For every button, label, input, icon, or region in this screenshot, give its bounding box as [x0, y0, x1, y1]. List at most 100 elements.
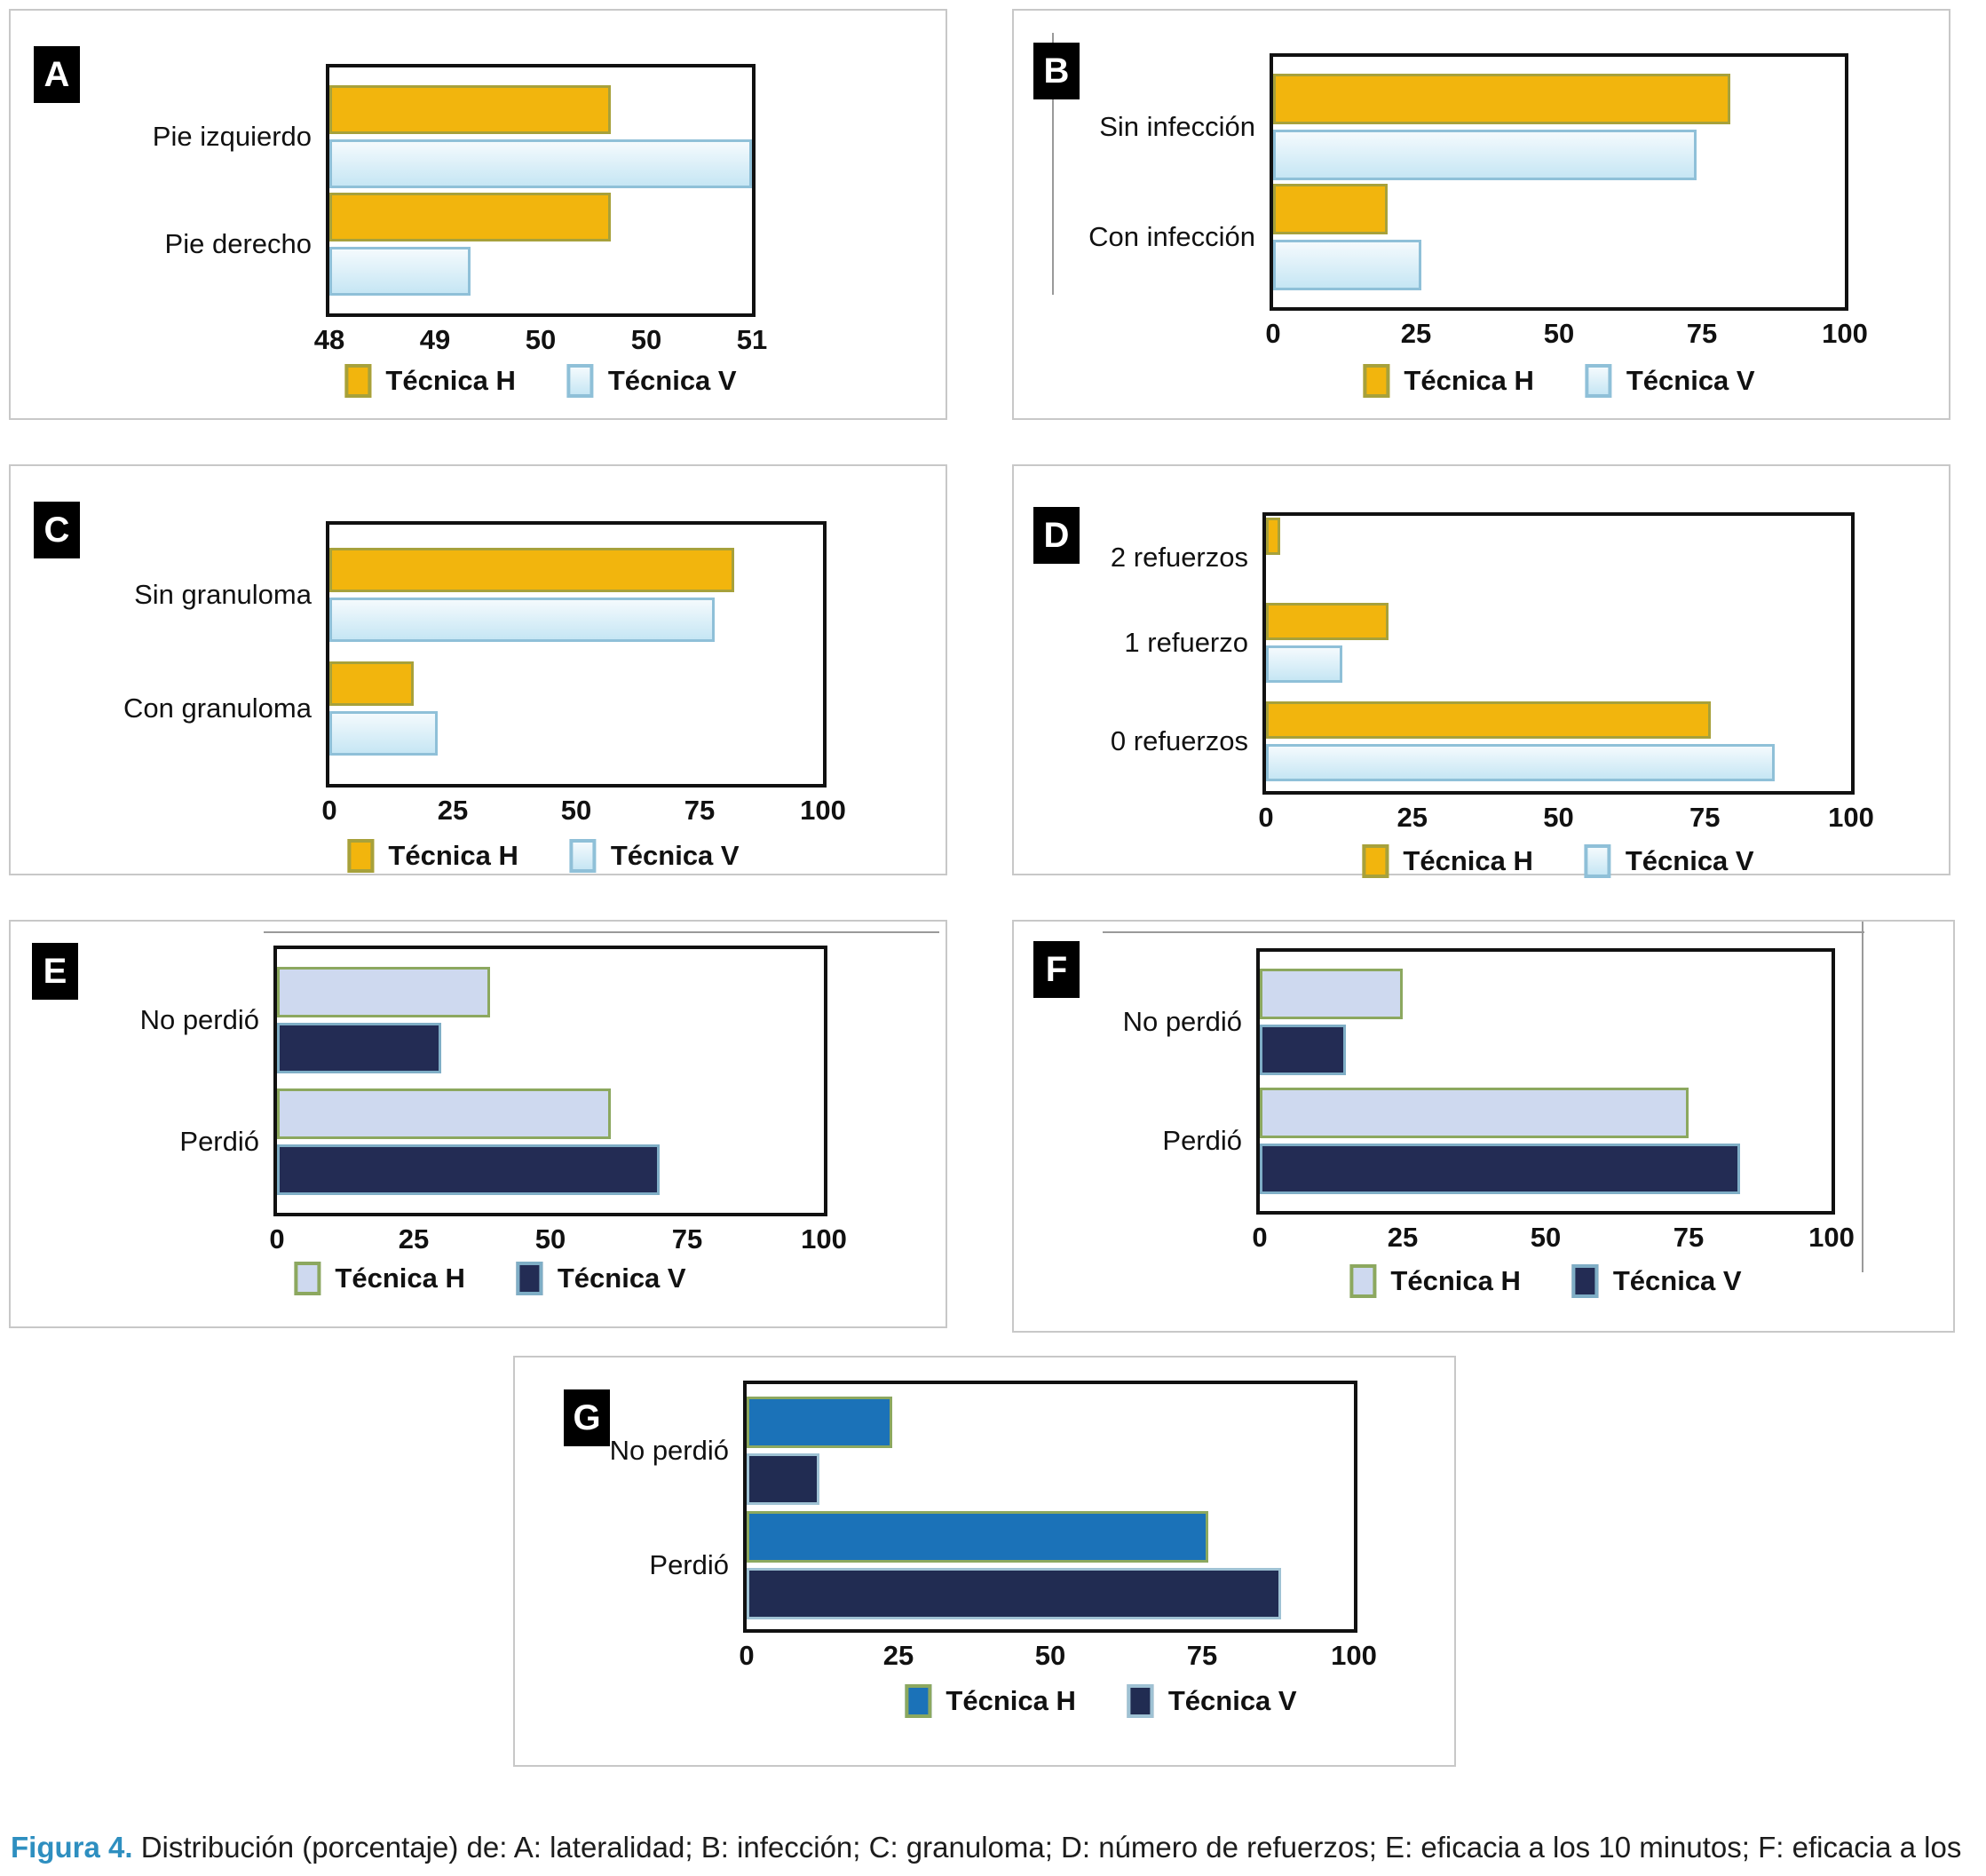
x-tick-label: 50: [1543, 802, 1574, 833]
bar-tecnica-h: [277, 967, 491, 1018]
legend-swatch: [344, 364, 372, 398]
bar-tecnica-v: [1273, 240, 1422, 291]
bar-tecnica-h: [329, 547, 734, 592]
legend: Técnica H Técnica V: [294, 1262, 686, 1295]
x-tick-label: 100: [1331, 1640, 1377, 1671]
plot-area: [1256, 948, 1835, 1215]
legend: Técnica H Técnica V: [347, 839, 740, 873]
legend-item-tecnica-v: Técnica V: [1571, 1264, 1742, 1298]
legend-swatch: [516, 1262, 543, 1295]
bar-tecnica-v: [329, 597, 715, 642]
panel-b: B Sin infección Con infección 0 25 50 75 100 Téc…: [1012, 9, 1950, 420]
legend: Técnica H Técnica V: [344, 364, 737, 398]
legend-item-tecnica-v: Técnica V: [1584, 844, 1754, 878]
panel-g: G No perdió Perdió 0 25 50 75 100 Técnica H Técni…: [513, 1356, 1456, 1767]
x-tick-label: 50: [1543, 318, 1575, 349]
legend-label: Técnica V: [1626, 365, 1755, 396]
panel-a: A Pie izquierdo Pie derecho 48 49 50 50 51 Técni…: [9, 9, 947, 420]
category-label: Con granuloma: [123, 693, 312, 724]
bar-tecnica-v: [1266, 645, 1342, 683]
legend-item-tecnica-v: Técnica V: [1585, 364, 1755, 398]
x-tick-label: 50: [630, 324, 662, 355]
legend-label: Técnica H: [388, 840, 518, 871]
bar-tecnica-v: [329, 247, 471, 297]
x-tick-label: 100: [1828, 802, 1874, 833]
plot-area: [273, 946, 827, 1216]
legend-label: Técnica H: [946, 1685, 1076, 1716]
category-label: No perdió: [139, 1004, 259, 1036]
panel-e: E No perdió Perdió 0 25 50 75 100 Técnica H Técni…: [9, 920, 947, 1328]
chart-artifact-line: [1052, 33, 1054, 295]
legend: Técnica H Técnica V: [905, 1684, 1297, 1718]
legend-label: Técnica V: [1625, 845, 1754, 876]
x-tick-label: 0: [321, 795, 337, 826]
legend-item-tecnica-v: Técnica V: [1127, 1684, 1297, 1718]
x-tick-label: 25: [398, 1223, 430, 1255]
figure-caption: Figura 4. Distribución (porcentaje) de: …: [11, 1825, 1974, 1876]
chart-artifact-line: [264, 931, 939, 933]
x-tick-label: 50: [560, 795, 592, 826]
bar-tecnica-h: [1266, 701, 1711, 740]
bar-tecnica-h: [1273, 73, 1731, 124]
panel-label-square: B: [1033, 43, 1080, 99]
bar-tecnica-v: [747, 1453, 820, 1505]
legend-swatch: [569, 839, 597, 873]
legend-label: Técnica V: [610, 840, 740, 871]
x-tick-label: 25: [1387, 1222, 1419, 1253]
legend-swatch: [1584, 844, 1611, 878]
category-label: 0 refuerzos: [1110, 725, 1248, 757]
legend-item-tecnica-v: Técnica V: [569, 839, 740, 873]
bar-tecnica-h: [329, 661, 414, 707]
x-tick-label: 75: [1673, 1222, 1705, 1253]
legend-item-tecnica-v: Técnica V: [516, 1262, 686, 1295]
x-tick-label: 49: [419, 324, 451, 355]
x-tick-label: 25: [882, 1640, 914, 1671]
legend-label: Técnica V: [1612, 1265, 1742, 1296]
bar-tecnica-v: [1266, 744, 1776, 782]
legend-swatch: [566, 364, 594, 398]
category-label: No perdió: [1122, 1005, 1242, 1037]
bar-tecnica-h: [1266, 517, 1281, 555]
bar-tecnica-h: [329, 84, 612, 134]
category-label: Sin granuloma: [134, 578, 312, 610]
legend-swatch: [1571, 1264, 1599, 1298]
x-tick-label: 48: [313, 324, 345, 355]
bar-tecnica-v: [277, 1023, 441, 1074]
x-tick-label: 75: [671, 1223, 703, 1255]
x-tick-label: 0: [1265, 318, 1281, 349]
category-label: 1 refuerzo: [1124, 626, 1248, 658]
chart-artifact-line: [1862, 922, 1863, 1272]
bar-tecnica-h: [747, 1511, 1208, 1563]
legend-item-tecnica-h: Técnica H: [1349, 1264, 1521, 1298]
bar-tecnica-h: [1260, 1088, 1689, 1139]
bar-tecnica-v: [329, 139, 752, 188]
legend-swatch: [1362, 844, 1389, 878]
bar-tecnica-v: [277, 1144, 661, 1195]
bar-tecnica-v: [1260, 1144, 1740, 1195]
plot-area: [326, 521, 827, 788]
x-tick-label: 25: [1400, 318, 1432, 349]
category-label: Perdió: [1162, 1125, 1242, 1157]
x-tick-label: 100: [800, 795, 846, 826]
bar-tecnica-v: [1260, 1024, 1346, 1075]
x-tick-label: 50: [525, 324, 557, 355]
x-tick-label: 0: [739, 1640, 755, 1671]
bar-tecnica-h: [277, 1088, 611, 1139]
plot-area: [1262, 512, 1855, 795]
bar-tecnica-h: [1273, 184, 1388, 235]
legend: Técnica H Técnica V: [1362, 844, 1754, 878]
x-tick-label: 50: [534, 1223, 566, 1255]
x-tick-label: 100: [1808, 1222, 1855, 1253]
bar-tecnica-h: [747, 1396, 893, 1448]
bar-tecnica-v: [329, 711, 439, 756]
legend-swatch: [1349, 1264, 1377, 1298]
legend-swatch: [1127, 1684, 1154, 1718]
legend-swatch: [1363, 364, 1390, 398]
plot-area: [326, 64, 756, 317]
legend-item-tecnica-h: Técnica H: [905, 1684, 1076, 1718]
panel-label-square: C: [34, 502, 80, 558]
panel-c: C Sin granuloma Con granuloma 0 25 50 75 100 Téc…: [9, 464, 947, 875]
chart-artifact-line: [1103, 931, 1864, 933]
x-tick-label: 50: [1530, 1222, 1562, 1253]
